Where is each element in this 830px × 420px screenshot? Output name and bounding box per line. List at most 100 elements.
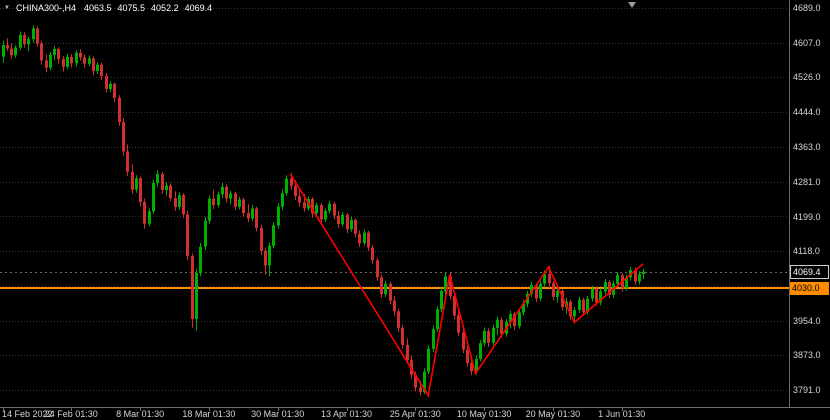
chart-plot-area[interactable]: ▼ CHINA300-,H4 4063.5 4075.5 4052.2 4069… bbox=[0, 0, 789, 407]
candle bbox=[337, 210, 340, 228]
candle bbox=[62, 56, 65, 72]
candle bbox=[70, 54, 73, 68]
candle bbox=[182, 193, 185, 218]
candle bbox=[363, 229, 366, 246]
time-axis-separator bbox=[0, 407, 830, 408]
chart-shift-marker[interactable] bbox=[628, 2, 637, 8]
candle bbox=[427, 345, 430, 375]
candle bbox=[406, 338, 409, 364]
candle bbox=[208, 195, 211, 224]
symbol-period-label: CHINA300-,H4 bbox=[15, 3, 76, 13]
candle bbox=[358, 230, 361, 247]
candle bbox=[397, 308, 400, 332]
candle bbox=[432, 325, 435, 353]
candle bbox=[161, 171, 164, 194]
hline-price-tag: 4030.0 bbox=[790, 282, 829, 296]
candle bbox=[10, 43, 13, 59]
candle bbox=[492, 324, 495, 346]
candle bbox=[105, 73, 108, 93]
candle bbox=[83, 54, 86, 68]
candle bbox=[638, 271, 641, 285]
price-axis-label: 3791.0 bbox=[793, 385, 821, 395]
candle bbox=[32, 25, 35, 43]
time-axis-tick bbox=[140, 408, 142, 411]
candle bbox=[49, 51, 52, 71]
candle bbox=[277, 203, 280, 229]
price-axis-label: 3954.0 bbox=[793, 315, 821, 326]
time-axis-label: 10 May 01:30 bbox=[456, 409, 512, 419]
candle bbox=[573, 307, 576, 324]
time-axis-tick bbox=[71, 408, 73, 411]
candle bbox=[255, 206, 258, 232]
symbol-dropdown-icon[interactable]: ▼ bbox=[4, 5, 10, 11]
candle bbox=[341, 211, 344, 227]
time-axis-label: 18 Mar 01:30 bbox=[182, 409, 236, 419]
candle bbox=[324, 208, 327, 222]
candle bbox=[578, 296, 581, 313]
candle bbox=[217, 191, 220, 208]
candle bbox=[40, 40, 43, 65]
candle bbox=[169, 183, 172, 202]
candle bbox=[380, 274, 383, 298]
candle bbox=[204, 216, 207, 251]
candle bbox=[436, 306, 439, 332]
time-axis-label: 25 Apr 01:30 bbox=[389, 409, 441, 419]
candle bbox=[178, 192, 181, 210]
candle bbox=[238, 196, 241, 210]
candle bbox=[642, 269, 645, 279]
candle bbox=[530, 281, 533, 297]
candle bbox=[298, 188, 301, 207]
time-axis-tick bbox=[346, 408, 348, 411]
candle bbox=[268, 242, 271, 277]
candle bbox=[384, 280, 387, 297]
time-axis-label: 14 Feb 2022 bbox=[2, 409, 53, 419]
time-axis-tick bbox=[552, 408, 554, 411]
candle bbox=[221, 182, 224, 199]
candle bbox=[513, 311, 516, 330]
quote-header: ▼ CHINA300-,H4 4063.5 4075.5 4052.2 4069… bbox=[4, 3, 212, 13]
candle bbox=[552, 280, 555, 301]
price-axis-label: 4689.0 bbox=[793, 3, 821, 14]
time-axis-tick bbox=[621, 408, 623, 411]
quote-open: 4063.5 bbox=[83, 3, 112, 13]
candle bbox=[251, 205, 254, 222]
candle bbox=[247, 204, 250, 222]
candle bbox=[199, 243, 202, 277]
candle bbox=[591, 285, 594, 302]
candle bbox=[148, 208, 151, 227]
quote-low: 4052.2 bbox=[151, 3, 179, 13]
candle bbox=[75, 50, 78, 67]
candle bbox=[23, 32, 26, 48]
candle bbox=[14, 45, 17, 58]
candle bbox=[186, 210, 189, 261]
candle bbox=[393, 296, 396, 316]
candle bbox=[346, 213, 349, 234]
candle bbox=[440, 287, 443, 313]
price-axis-separator bbox=[789, 0, 790, 407]
candle bbox=[139, 176, 142, 207]
quote-close: 4069.4 bbox=[184, 3, 213, 13]
candle bbox=[376, 257, 379, 281]
time-axis[interactable]: 14 Feb 2022 24 Feb 01:30 8 Mar 01:30 18 Mar… bbox=[0, 408, 830, 420]
candle bbox=[272, 222, 275, 249]
quote-high: 4075.5 bbox=[117, 3, 146, 13]
candle bbox=[281, 189, 284, 211]
candle bbox=[320, 203, 323, 224]
time-axis-label: 20 May 01:30 bbox=[525, 409, 581, 419]
candle bbox=[79, 49, 82, 61]
candle bbox=[328, 200, 331, 214]
trendline-zigzag[interactable] bbox=[289, 173, 644, 398]
candle bbox=[96, 62, 99, 74]
candle bbox=[45, 54, 48, 73]
time-axis-label: 1 Jun 01:30 bbox=[598, 409, 646, 419]
candle bbox=[195, 269, 198, 331]
candle bbox=[315, 202, 318, 216]
price-axis[interactable]: 4689.0 4607.0 4526.0 4444.0 4363.0 4281.0 4199… bbox=[790, 0, 830, 407]
candle bbox=[212, 189, 215, 210]
candle bbox=[509, 310, 512, 329]
candle bbox=[229, 190, 232, 205]
candle bbox=[569, 299, 572, 320]
candle bbox=[92, 56, 95, 75]
candle bbox=[57, 47, 60, 64]
